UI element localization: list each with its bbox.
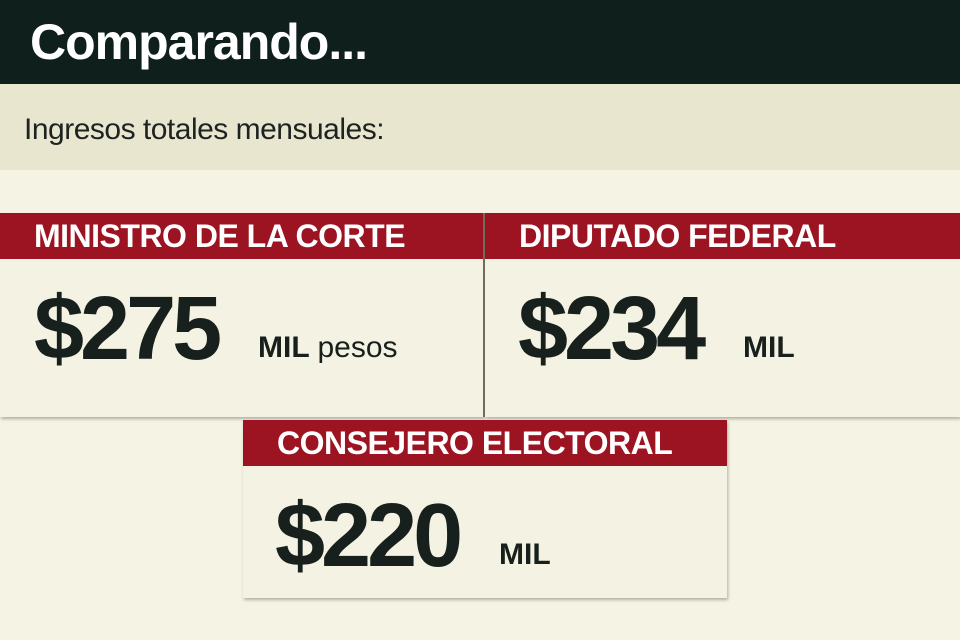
card-amount: $220 (275, 486, 463, 586)
subtitle-band (0, 84, 960, 170)
page-title: Comparando... (30, 14, 368, 70)
card-unit: MIL pesos (258, 331, 398, 365)
card-amount: $234 (518, 279, 706, 379)
card-consejero: CONSEJERO ELECTORAL $220 MIL (243, 420, 727, 598)
card-label: CONSEJERO ELECTORAL (243, 420, 727, 466)
card-unit-mil: MIL (258, 331, 310, 364)
header-bar: Comparando... (0, 0, 960, 84)
card-label: MINISTRO DE LA CORTE (0, 213, 484, 259)
card-unit: MIL (743, 331, 795, 365)
card-label: DIPUTADO FEDERAL (485, 213, 960, 259)
card-label-text: CONSEJERO ELECTORAL (277, 425, 673, 461)
subtitle: Ingresos totales mensuales: (24, 113, 385, 146)
card-ministro: MINISTRO DE LA CORTE $275 MIL pesos (0, 213, 484, 417)
card-currency: pesos (317, 331, 398, 364)
card-unit: MIL (499, 538, 551, 572)
column-divider (483, 213, 485, 417)
card-amount: $275 (34, 279, 222, 379)
card-label-text: MINISTRO DE LA CORTE (34, 218, 406, 254)
card-label-text: DIPUTADO FEDERAL (519, 218, 836, 254)
card-unit-mil: MIL (499, 538, 551, 571)
card-unit-mil: MIL (743, 331, 795, 364)
card-diputado: DIPUTADO FEDERAL $234 MIL (485, 213, 960, 417)
